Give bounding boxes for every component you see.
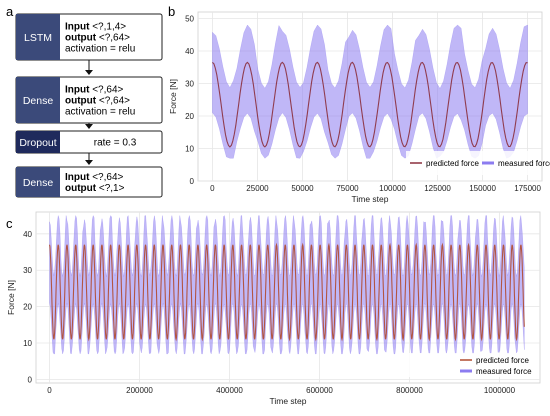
legend-label-predicted: predicted force — [426, 159, 479, 168]
layer-name-bg — [16, 167, 60, 197]
panel-label-c: c — [6, 216, 13, 231]
layer-param: activation = relu — [65, 107, 135, 118]
layer-param: activation = relu — [65, 44, 135, 55]
x-axis-label: Time step — [269, 396, 306, 406]
param-value: <?,1> — [96, 183, 125, 194]
x-tick-label: 600000 — [306, 386, 333, 395]
chart-c: 0 10 20 30 40 0 200000 400000 600000 800000 100000… — [6, 211, 541, 406]
arrow-head — [85, 70, 93, 75]
layer-param: output <?,64> — [65, 96, 130, 107]
x-tick-label: 175000 — [514, 184, 541, 193]
legend: predicted force measured force — [406, 151, 550, 175]
panel-label-b: b — [168, 4, 175, 19]
y-tick-label: 30 — [23, 266, 32, 275]
series-predicted-force — [48, 242, 525, 342]
layer-param: rate = 0.3 — [94, 138, 137, 149]
x-tick-label: 0 — [210, 184, 215, 193]
legend-label-measured: measured force — [476, 367, 532, 376]
y-tick-label: 10 — [185, 145, 194, 154]
flow-arrow-2 — [85, 123, 93, 129]
x-tick-label: 800000 — [396, 386, 423, 395]
layer-param: Input <?,64> — [65, 85, 124, 96]
x-tick-label: 1000000 — [484, 386, 516, 395]
y-tick-label: 40 — [185, 47, 194, 56]
layer-name-bg — [16, 131, 60, 153]
param-key: Input — [65, 172, 90, 183]
x-tick-label: 200000 — [126, 386, 153, 395]
legend-bg — [404, 353, 536, 377]
param-value: <?,64> — [89, 85, 123, 96]
x-tick-label: 75000 — [336, 184, 359, 193]
layer-name: LSTM — [24, 32, 52, 44]
flow-arrow-1 — [85, 60, 93, 75]
layer-name: Dropout — [19, 137, 56, 149]
x-tick-label: 400000 — [216, 386, 243, 395]
x-tick-label: 100000 — [379, 184, 406, 193]
y-axis-label: Force [N] — [6, 280, 16, 315]
x-tick-label: 25000 — [246, 184, 269, 193]
legend: predicted force measured force — [404, 353, 536, 377]
chart-b: 0 10 20 30 40 50 0 25000 50000 75000 100000 125000 1… — [168, 11, 550, 204]
param-key: output — [65, 33, 97, 44]
param-key: output — [65, 183, 97, 194]
flow-arrow-3 — [85, 153, 93, 165]
param-key: Input — [65, 22, 90, 33]
x-tick-label: 0 — [47, 386, 52, 395]
y-tick-label: 40 — [23, 230, 32, 239]
y-tick-label: 0 — [190, 177, 195, 186]
x-tick-label: 150000 — [469, 184, 496, 193]
layer-name: Dense — [23, 95, 54, 107]
x-tick-label: 125000 — [424, 184, 451, 193]
layer-param: Input <?,64> — [65, 172, 124, 183]
layer-name-bg — [16, 77, 60, 123]
param-value: rate = 0.3 — [94, 138, 137, 149]
legend-bg — [406, 151, 538, 175]
layer-param: Input <?,1,4> — [65, 22, 126, 33]
y-tick-label: 50 — [185, 15, 194, 24]
arrow-head — [85, 160, 93, 165]
param-key: Input — [65, 85, 90, 96]
layer-name-bg — [16, 14, 60, 60]
y-tick-label: 20 — [185, 112, 194, 121]
arrow-head — [85, 124, 93, 129]
layer-box-4: Dense Input <?,64>output <?,1> — [15, 166, 163, 198]
layer-name: Dense — [23, 177, 54, 189]
x-axis-label: Time step — [351, 194, 388, 204]
layer-param: output <?,64> — [65, 33, 130, 44]
param-value: activation = relu — [65, 107, 135, 118]
param-value: activation = relu — [65, 44, 135, 55]
param-value: <?,64> — [96, 33, 130, 44]
panel-label-a: a — [6, 4, 14, 19]
param-value: <?,1,4> — [89, 22, 126, 33]
series-predicted-force — [212, 61, 528, 148]
layer-param: output <?,1> — [65, 183, 125, 194]
layer-box-1: LSTM Input <?,1,4>output <?,64>activation… — [15, 13, 163, 61]
param-key: output — [65, 96, 97, 107]
y-tick-label: 30 — [185, 80, 194, 89]
legend-label-predicted: predicted force — [476, 356, 529, 365]
y-tick-label: 0 — [28, 375, 33, 384]
layer-box-3: Dropout rate = 0.3 — [15, 130, 163, 154]
y-axis-label: Force [N] — [168, 79, 178, 114]
y-tick-label: 20 — [23, 303, 32, 312]
legend-label-measured: measured force — [498, 159, 550, 168]
param-value: <?,64> — [96, 96, 130, 107]
y-tick-label: 10 — [23, 339, 32, 348]
series-measured-force — [212, 24, 528, 159]
x-tick-label: 50000 — [291, 184, 314, 193]
param-value: <?,64> — [89, 172, 123, 183]
